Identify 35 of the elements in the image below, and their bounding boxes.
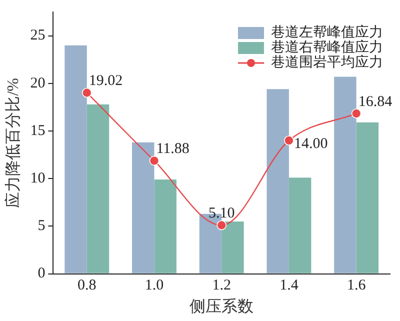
bar [86,104,110,274]
y-tick-label: 10 [30,170,46,187]
y-tick-label: 5 [38,218,46,234]
data-label: 19.02 [88,73,123,90]
data-label: 5.10 [208,206,235,222]
point [82,88,92,98]
legend-label: 巷道右帮峰值应力 [271,40,383,56]
y-axis-title: 应力降低百分比/% [4,78,22,208]
data-label: 14.00 [294,136,328,152]
point [351,108,362,118]
point [216,220,226,230]
x-tick-label: 1.4 [280,278,299,294]
bar [266,89,289,274]
y-tick-label: 20 [30,75,46,92]
x-axis-title: 侧压系数 [190,298,254,316]
bar [132,142,154,274]
bar [288,178,312,274]
x-tick-label: 1.2 [212,278,231,294]
bar [222,221,244,274]
y-tick-label: 25 [30,28,46,44]
data-label: 16.84 [358,94,393,110]
x-tick-label: 1.0 [144,278,164,294]
point [284,136,294,146]
x-tick-label: 0.8 [78,278,96,294]
y-tick-label: 0 [38,266,46,282]
bar [154,180,176,274]
data-label: 11.88 [156,141,190,158]
bar [64,45,87,274]
point [149,156,160,166]
y-tick-label: 15 [30,122,46,139]
x-tick-label: 1.6 [346,278,366,294]
bar [334,76,356,274]
legend-label: 巷道左帮峰值应力 [271,24,383,41]
bar [356,122,379,274]
legend-label: 巷道围岩平均应力 [271,54,383,71]
